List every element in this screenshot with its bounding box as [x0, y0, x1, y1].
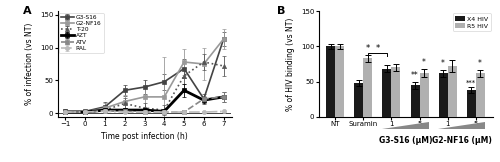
Y-axis label: % of infection (vs NT): % of infection (vs NT)	[26, 23, 35, 105]
Bar	[326, 46, 336, 117]
Bar	[448, 66, 456, 117]
Legend: G3-S16, G2-NF16, T-20, AZT, ATV, RAL: G3-S16, G2-NF16, T-20, AZT, ATV, RAL	[58, 12, 104, 53]
X-axis label: Time post infection (h): Time post infection (h)	[101, 132, 188, 141]
Polygon shape	[438, 122, 486, 129]
Legend: X4 HIV, R5 HIV: X4 HIV, R5 HIV	[452, 13, 490, 31]
Bar	[392, 68, 400, 117]
Bar	[438, 73, 448, 117]
Text: A: A	[22, 6, 32, 16]
Text: B: B	[276, 6, 285, 16]
Bar	[382, 69, 392, 117]
Text: *: *	[376, 44, 380, 53]
Polygon shape	[382, 122, 430, 129]
Text: ***: ***	[466, 80, 476, 86]
Bar	[466, 90, 475, 117]
Text: G2-NF16 (μM): G2-NF16 (μM)	[432, 136, 492, 145]
Bar	[420, 73, 428, 117]
Text: G3-S16 (μM): G3-S16 (μM)	[379, 136, 432, 145]
Bar	[364, 58, 372, 117]
Text: *: *	[422, 58, 426, 68]
Text: *: *	[366, 44, 370, 53]
Text: **: **	[411, 71, 419, 80]
Text: *: *	[441, 59, 445, 68]
Bar	[354, 83, 364, 117]
Bar	[336, 46, 344, 117]
Text: *: *	[478, 59, 482, 68]
Y-axis label: % of HIV binding (vs NT): % of HIV binding (vs NT)	[286, 17, 296, 111]
Bar	[410, 85, 420, 117]
Bar	[476, 73, 484, 117]
